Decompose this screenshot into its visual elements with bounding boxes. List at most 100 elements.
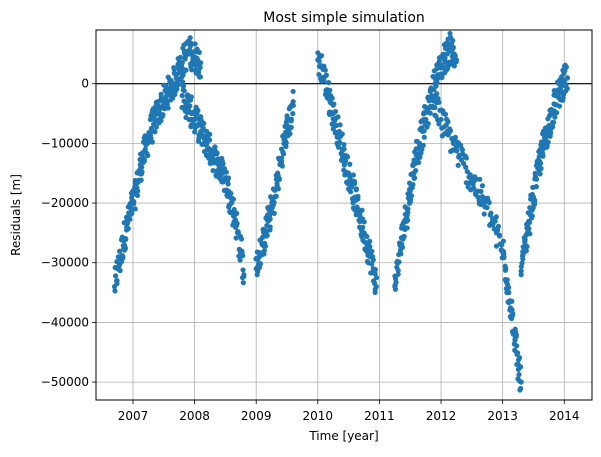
data-point xyxy=(189,67,195,73)
data-point xyxy=(425,121,431,127)
data-point xyxy=(240,280,246,286)
data-point xyxy=(455,162,461,168)
data-point xyxy=(364,233,370,240)
plot-frame xyxy=(95,29,593,401)
data-point xyxy=(538,165,544,172)
data-point xyxy=(117,267,123,274)
data-point xyxy=(120,254,126,260)
data-point xyxy=(405,209,411,215)
data-point xyxy=(337,139,343,145)
data-point xyxy=(165,105,171,111)
data-point xyxy=(240,253,246,259)
data-point xyxy=(509,298,515,304)
data-point xyxy=(192,41,198,47)
points-layer xyxy=(111,30,570,393)
data-point xyxy=(488,210,494,216)
x-tick-label: 2009 xyxy=(241,409,272,423)
chart-title: Most simple simulation xyxy=(263,10,425,26)
data-point xyxy=(532,170,538,176)
data-point xyxy=(399,244,406,250)
data-point xyxy=(442,55,448,61)
data-point xyxy=(526,226,532,232)
data-point xyxy=(537,160,544,166)
data-point xyxy=(225,175,232,181)
data-point xyxy=(503,266,509,272)
data-point xyxy=(372,267,378,273)
data-point xyxy=(241,272,247,278)
x-tick-label: 2013 xyxy=(487,409,518,423)
data-point xyxy=(271,210,277,216)
data-point xyxy=(275,186,281,192)
data-point xyxy=(172,65,178,71)
data-point xyxy=(359,207,365,213)
data-point xyxy=(290,110,296,117)
data-point xyxy=(217,174,224,180)
data-point xyxy=(196,49,202,55)
data-point xyxy=(264,232,270,239)
data-point xyxy=(341,146,347,152)
data-point xyxy=(432,104,438,111)
data-point xyxy=(413,168,419,174)
data-point xyxy=(410,181,416,188)
data-point xyxy=(287,131,293,137)
data-point xyxy=(288,116,294,122)
data-point xyxy=(564,85,570,92)
data-point xyxy=(517,364,524,370)
data-point xyxy=(237,257,243,263)
data-point xyxy=(231,206,237,213)
y-axis-label: Residuals [m] xyxy=(9,174,23,256)
data-point xyxy=(174,86,180,92)
data-point xyxy=(529,215,535,221)
data-point xyxy=(479,183,486,189)
data-point xyxy=(332,108,339,115)
data-point xyxy=(552,114,558,120)
data-point xyxy=(398,251,404,257)
data-point xyxy=(234,220,240,227)
data-point xyxy=(481,211,487,217)
data-point xyxy=(223,169,229,175)
y-tick-label: −30000 xyxy=(41,256,89,270)
data-point xyxy=(452,134,458,140)
data-point xyxy=(522,239,528,246)
data-point xyxy=(405,217,411,223)
data-point xyxy=(463,164,469,170)
data-point xyxy=(255,268,261,275)
data-point xyxy=(520,244,526,250)
data-point xyxy=(206,137,213,143)
data-point xyxy=(392,286,399,292)
data-point xyxy=(290,99,296,105)
data-point xyxy=(197,64,203,71)
data-point xyxy=(335,144,342,150)
data-point xyxy=(514,343,520,349)
data-point xyxy=(547,130,553,137)
data-point xyxy=(501,255,507,261)
data-point xyxy=(280,151,287,157)
data-point xyxy=(524,243,530,250)
data-point xyxy=(513,332,519,338)
data-point xyxy=(350,172,356,178)
data-point xyxy=(130,201,137,207)
data-point xyxy=(240,267,246,273)
data-point xyxy=(138,177,144,183)
data-point xyxy=(180,83,186,89)
data-point xyxy=(447,128,454,134)
data-point xyxy=(436,99,442,105)
data-point xyxy=(117,248,123,254)
data-point xyxy=(369,261,375,267)
data-point xyxy=(197,74,203,80)
data-point xyxy=(337,122,343,128)
data-point xyxy=(228,200,235,206)
data-point xyxy=(316,58,322,64)
data-point xyxy=(278,155,285,161)
data-point xyxy=(496,233,503,239)
data-point xyxy=(373,275,380,281)
data-point xyxy=(214,150,220,156)
data-point xyxy=(267,224,273,230)
data-point xyxy=(533,183,539,190)
x-tick-label: 2008 xyxy=(179,409,210,423)
data-point xyxy=(423,116,429,123)
data-point xyxy=(373,284,379,290)
data-point xyxy=(395,271,401,277)
data-point xyxy=(284,113,290,119)
